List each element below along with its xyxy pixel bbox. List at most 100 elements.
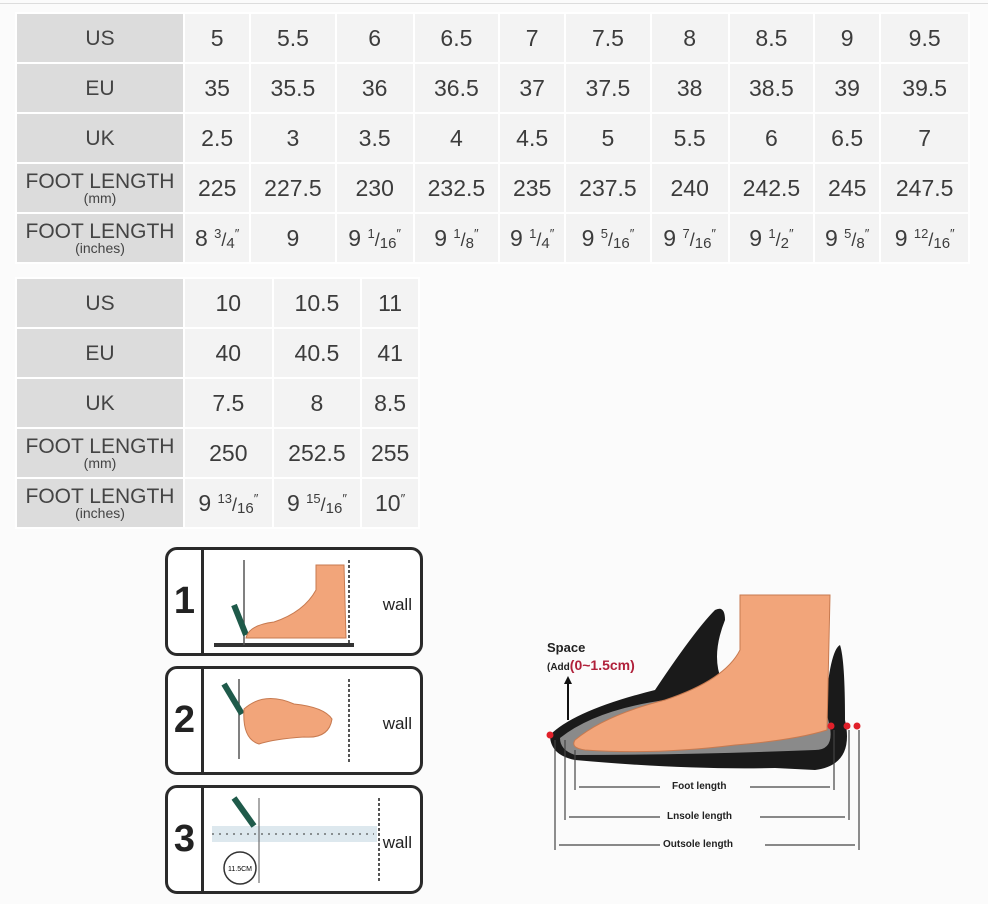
denominator: 8 [856,234,865,252]
size-row-eu: EU 35 35.5 36 36.5 37 37.5 38 38.5 39 39.5 [15,62,970,114]
row-label: US [15,12,185,64]
space-range: (0~1.5cm) [569,657,635,673]
denominator: 16 [694,234,712,252]
size-cell: 3 [249,112,337,164]
size-cell: 9.5 [879,12,970,64]
add-text: (Add [547,662,570,673]
row-label-text: FOOT LENGTH [25,219,175,243]
numerator: 1 [453,225,461,241]
wall-label: wall [382,714,412,733]
step-number: 3 [168,788,204,891]
badge-text: 11.5CM [228,866,252,873]
whole: 9 [198,489,212,516]
denominator: 4 [541,234,550,252]
size-row-eu: EU 40 40.5 41 [15,327,420,379]
size-cell: 11 [360,277,420,329]
size-cell: 3.5 [334,112,415,164]
inch-mark: ″ [253,490,259,506]
add-label: (Add(0~1.5cm) [547,657,635,673]
size-cell: 252.5 [271,427,363,479]
size-row-inches: FOOT LENGTH (inches) 8 3/4″ 9 9 1/16″ 9 1/8″ 9… [15,212,970,264]
row-label: UK [15,377,185,429]
numerator: 15 [306,490,321,506]
row-label-text: FOOT LENGTH [25,434,175,458]
size-cell: 9 12/16″ [879,212,970,264]
outsole-length-label: Outsole length [663,839,733,850]
row-label-text: US [85,291,115,315]
row-label: EU [15,62,185,114]
denominator: 16 [379,234,397,252]
size-cell: 5 [182,12,252,64]
size-cell: 8 [271,377,363,429]
numerator: 3 [214,225,222,241]
step-number: 2 [168,669,204,772]
size-cell: 6.5 [412,12,501,64]
insole-length-label: Lnsole length [667,811,732,822]
measurement-steps: 1 wall 2 wall 3 11.5CM wall [165,547,423,904]
size-cell: 9 5/8″ [812,212,882,264]
row-label-text: UK [85,126,115,150]
row-label-text: FOOT LENGTH [25,484,175,508]
size-row-uk: UK 2.5 3 3.5 4 4.5 5 5.5 6 6.5 7 [15,112,970,164]
whole: 9 [348,224,362,251]
row-label: FOOT LENGTH (inches) [15,477,185,529]
numerator: 13 [217,490,232,506]
size-cell: 9 1/4″ [497,212,567,264]
whole: 9 [286,489,300,516]
size-cell: 37 [497,62,567,114]
inch-mark: ″ [473,225,479,241]
whole: 8 [194,224,208,251]
size-cell: 7.5 [183,377,274,429]
whole: 9 [509,224,523,251]
whole: 9 [824,224,838,251]
row-label: FOOT LENGTH (mm) [15,162,185,214]
wall-label: wall [382,833,412,852]
inch-mark: ″ [711,225,717,241]
size-row-inches: FOOT LENGTH (inches) 9 13/16″ 9 15/16″ 10″ [15,477,420,529]
shoe-length-diagram: Space (Add(0~1.5cm) Foot length Lnsole l… [535,590,865,860]
size-cell: 35 [182,62,252,114]
numerator: 7 [682,225,690,241]
size-cell: 5.5 [649,112,730,164]
denominator: 8 [465,234,474,252]
inch-mark: ″ [864,225,870,241]
size-table-1: US 5 5.5 6 6.5 7 7.5 8 8.5 9 9.5 EU 35 35.5 36 36.5 37 37… [15,12,970,264]
size-cell: 8.5 [727,12,816,64]
whole: 9 [749,224,762,251]
size-cell: 36 [334,62,415,114]
row-label: UK [15,112,185,164]
size-cell: 6 [727,112,816,164]
size-cell: 40 [183,327,274,379]
unit-label: (inches) [75,239,125,256]
step-number: 1 [168,550,204,653]
inch-mark: ″ [342,490,347,506]
inch-mark: ″ [788,225,794,241]
whole: 9 [663,224,677,251]
size-cell: 10 [183,277,274,329]
foot-length-label: Foot length [672,781,727,792]
size-cell: 240 [649,162,730,214]
size-cell: 9 1/2″ [727,212,816,264]
size-cell: 237.5 [564,162,652,214]
size-cell: 5.5 [249,12,337,64]
numerator: 5 [600,225,608,241]
size-table-2: US 10 10.5 11 EU 40 40.5 41 UK 7.5 8 8.5 FOOT LENGTH… [15,277,420,529]
size-cell: 38.5 [727,62,816,114]
size-row-mm: FOOT LENGTH (mm) 250 252.5 255 [15,427,420,479]
size-cell: 10″ [360,477,420,529]
size-cell: 9 5/16″ [564,212,652,264]
row-label-text: US [85,26,115,50]
foot-side-icon [214,560,354,647]
size-cell: 8.5 [360,377,420,429]
wall-label: wall [382,595,412,614]
size-cell: 41 [360,327,420,379]
row-label: FOOT LENGTH (inches) [15,212,185,264]
size-cell: 9 13/16″ [183,477,274,529]
size-cell: 40.5 [271,327,363,379]
size-cell: 7 [879,112,970,164]
unit-label: (inches) [75,504,125,521]
step-2: 2 wall [165,666,423,775]
denominator: 16 [933,234,951,252]
denominator: 4 [226,234,235,252]
size-cell: 6 [334,12,415,64]
